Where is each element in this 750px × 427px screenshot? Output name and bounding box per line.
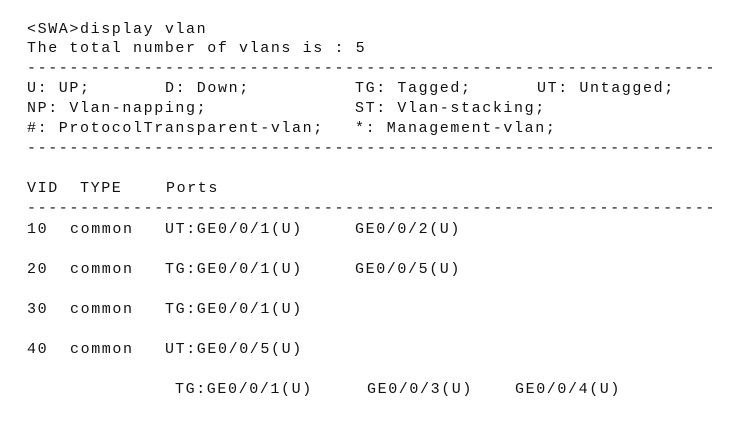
command-line: <SWA>display vlan: [27, 21, 208, 38]
port: GE0/0/3(U): [367, 381, 474, 398]
type: common: [70, 261, 134, 278]
separator: ----------------------------------------…: [27, 60, 717, 77]
legend-management: *: Management-vlan;: [355, 120, 557, 137]
type: common: [70, 301, 134, 318]
legend-tagged: TG: Tagged;: [355, 80, 472, 97]
legend-vlan-stacking: ST: Vlan-stacking;: [355, 100, 546, 117]
legend-down: D: Down;: [165, 80, 250, 97]
vid: 20: [27, 261, 49, 278]
vid: 30: [27, 301, 49, 318]
separator: ----------------------------------------…: [27, 140, 717, 157]
legend-vlan-napping: NP: Vlan-napping;: [27, 100, 208, 117]
port: TG:GE0/0/1(U): [175, 381, 313, 398]
legend-up: U: UP;: [27, 80, 91, 97]
port: GE0/0/5(U): [355, 261, 462, 278]
header-vid: VID: [27, 180, 59, 197]
separator: ----------------------------------------…: [27, 200, 717, 217]
vid: 10: [27, 221, 49, 238]
port: TG:GE0/0/1(U): [165, 261, 303, 278]
legend-untagged: UT: Untagged;: [537, 80, 675, 97]
type: common: [70, 341, 134, 358]
header-ports: Ports: [166, 180, 220, 197]
header-type: TYPE: [80, 180, 123, 197]
type: common: [70, 221, 134, 238]
port: UT:GE0/0/1(U): [165, 221, 303, 238]
port: GE0/0/4(U): [515, 381, 622, 398]
port: UT:GE0/0/5(U): [165, 341, 303, 358]
total-vlans-line: The total number of vlans is : 5: [27, 40, 367, 57]
port: TG:GE0/0/1(U): [165, 301, 303, 318]
vid: 40: [27, 341, 49, 358]
port: GE0/0/2(U): [355, 221, 462, 238]
legend-protocol-transparent: #: ProtocolTransparent-vlan;: [27, 120, 324, 137]
